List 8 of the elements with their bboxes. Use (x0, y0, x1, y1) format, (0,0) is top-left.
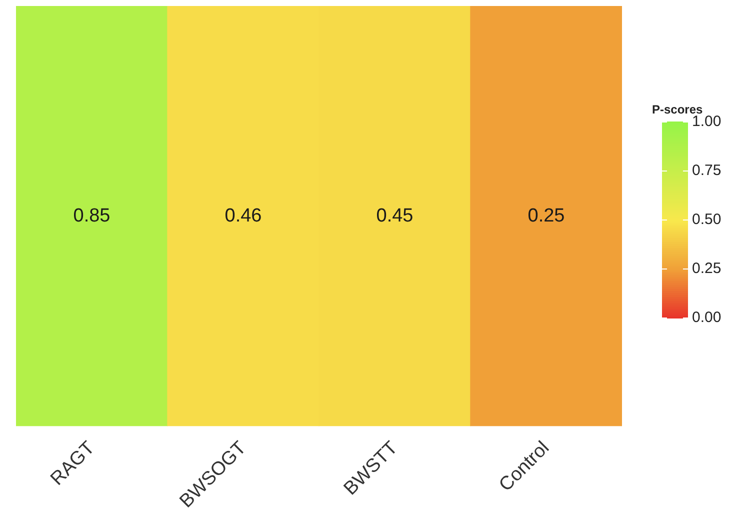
data-label: 0.45 (376, 205, 414, 226)
color-bar-label: 0.00 (692, 309, 722, 326)
color-bar-label: 0.75 (692, 162, 722, 180)
color-bar-label: 0.50 (692, 211, 722, 228)
color-bar-label: 0.25 (692, 260, 722, 278)
data-label: 0.25 (528, 205, 565, 226)
data-label: 0.46 (224, 205, 262, 226)
data-label: 0.85 (73, 205, 110, 226)
